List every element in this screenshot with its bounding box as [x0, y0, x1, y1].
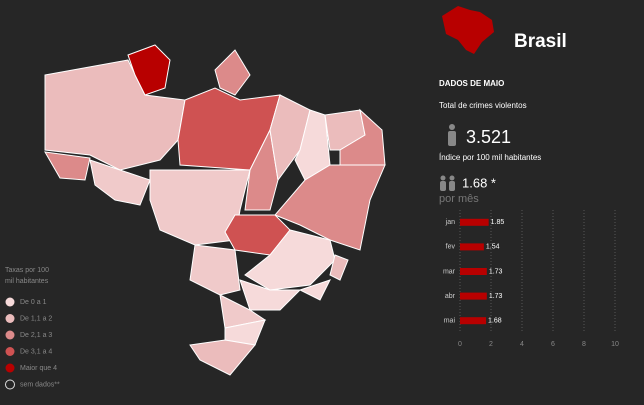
state	[239, 279, 302, 311]
legend-label: sem dados**	[20, 381, 60, 388]
legend-swatch	[5, 379, 15, 390]
x-tick-label: 10	[611, 341, 619, 348]
legend-swatch	[5, 330, 15, 340]
state	[127, 44, 171, 96]
title: Brasil	[514, 31, 567, 52]
x-tick-label: 4	[520, 341, 524, 348]
bar	[460, 317, 487, 325]
state	[244, 229, 336, 291]
monthly-label: por mês	[439, 193, 479, 205]
value-label: 1.85	[491, 219, 505, 226]
state	[214, 49, 251, 96]
total-value: 3.521	[466, 127, 511, 147]
legend-label: De 2,1 a 3	[20, 332, 52, 339]
state	[329, 254, 349, 281]
y-tick-label: jan	[445, 219, 455, 226]
state	[89, 159, 151, 206]
legend: De 0 a 1 De 1,1 a 2 De 2,1 a 3 De 3,1 a 4 Ma…	[5, 297, 60, 390]
legend-label: De 1,1 a 2	[20, 315, 52, 322]
bar	[460, 292, 487, 300]
index-label: Índice por 100 mil habitantes	[439, 153, 541, 162]
bar-chart: 0 2 4 6 8 10 jan 1.85 fev 1.54 mar 1.73 abr 1.73 mai 1.…	[443, 210, 619, 348]
x-tick-label: 6	[551, 341, 555, 348]
y-tick-label: mar	[443, 268, 456, 275]
legend-label: De 3,1 a 4	[20, 348, 52, 355]
value-label: 1.73	[489, 268, 503, 275]
index-value: 1.68 *	[462, 175, 496, 190]
x-tick-label: 8	[582, 341, 586, 348]
legend-swatch	[5, 347, 15, 356]
y-tick-label: mai	[444, 318, 456, 325]
person-icon	[448, 124, 456, 146]
value-label: 1.73	[489, 293, 503, 300]
bar	[460, 218, 489, 226]
y-tick-label: abr	[445, 293, 456, 300]
state	[189, 339, 256, 376]
y-tick-label: fev	[446, 244, 456, 251]
state	[269, 94, 311, 182]
value-label: 1.54	[486, 244, 500, 251]
state	[149, 169, 251, 246]
bar	[460, 243, 484, 251]
heading: DADOS DE MAIO	[439, 79, 504, 88]
legend-title: Taxas por 100 mil habitantes	[5, 267, 49, 285]
legend-label: Maior que 4	[20, 365, 57, 372]
state	[189, 244, 241, 296]
country-icon	[442, 6, 494, 54]
legend-swatch	[5, 314, 15, 323]
state	[44, 151, 91, 181]
state	[298, 279, 331, 301]
people-icon	[440, 175, 455, 191]
legend-swatch	[5, 297, 15, 307]
x-tick-label: 0	[458, 341, 462, 348]
x-tick-label: 2	[489, 341, 493, 348]
total-label: Total de crimes violentos	[439, 101, 527, 110]
value-label: 1.68	[488, 318, 502, 325]
map	[44, 44, 386, 376]
legend-swatch	[5, 363, 15, 373]
state	[244, 128, 279, 211]
legend-label: De 0 a 1	[20, 299, 47, 306]
bar	[460, 268, 487, 275]
